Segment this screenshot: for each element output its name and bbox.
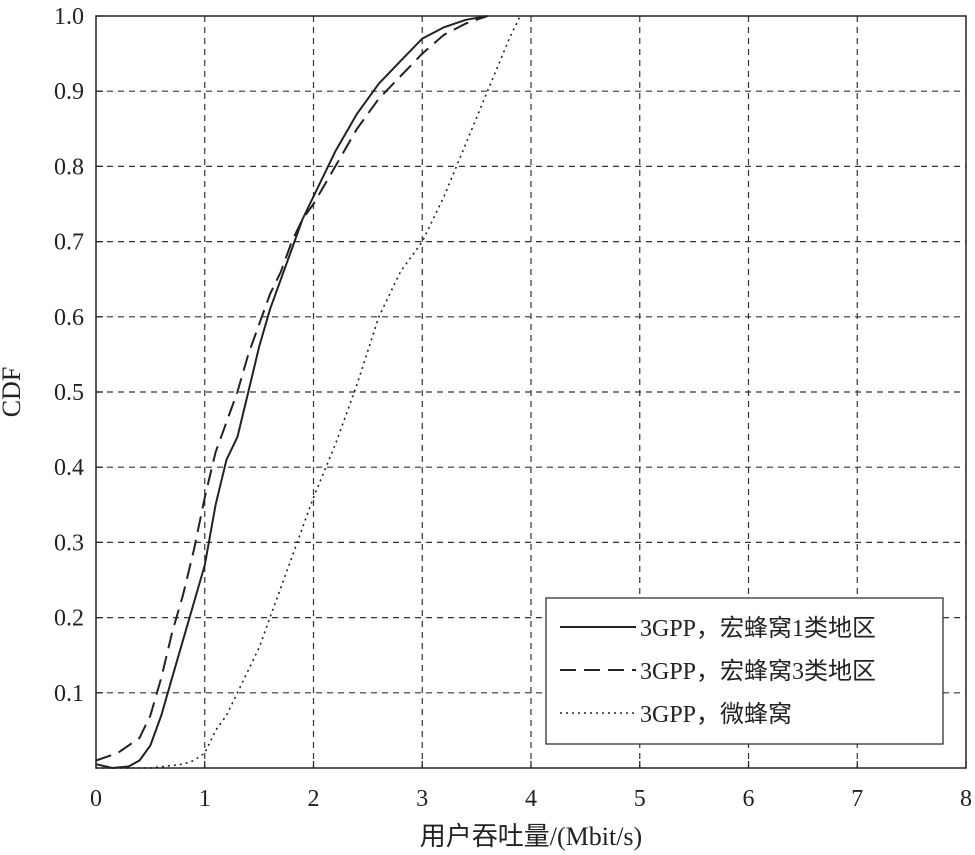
x-tick-label: 8 — [960, 786, 972, 812]
legend-label-3: 3GPP，微蜂窝 — [640, 701, 792, 728]
x-tick-label: 5 — [634, 786, 646, 812]
x-tick-label: 2 — [308, 786, 320, 812]
series-line-2 — [95, 15, 488, 762]
tick-group: 0 1 2 3 4 5 6 7 8 0.1 0.2 0.3 0.4 0.5 0.6 0.7 0.8 0.9 1.0 — [54, 4, 972, 812]
x-tick-label: 7 — [851, 786, 863, 812]
x-tick-label: 4 — [525, 786, 537, 812]
x-tick-label: 3 — [416, 786, 428, 812]
x-tick-label: 6 — [743, 786, 755, 812]
legend-label-2: 3GPP，宏蜂窝3类地区 — [640, 658, 876, 685]
x-tick-label: 1 — [199, 786, 211, 812]
y-tick-label: 0.1 — [54, 681, 84, 707]
x-tick-label: 0 — [90, 786, 102, 812]
y-tick-label: 0.2 — [54, 606, 84, 632]
y-axis-label: CDF — [0, 367, 26, 418]
y-tick-label: 1.0 — [54, 4, 84, 30]
y-tick-label: 0.7 — [54, 230, 84, 256]
y-tick-label: 0.6 — [54, 305, 84, 331]
y-tick-label: 0.4 — [54, 455, 84, 481]
y-tick-label: 0.3 — [54, 530, 84, 556]
legend-label-1: 3GPP，宏蜂窝1类地区 — [640, 615, 876, 642]
series-group — [95, 15, 521, 769]
y-tick-label: 0.5 — [54, 380, 84, 406]
y-tick-label: 0.9 — [54, 79, 84, 105]
series-line-1 — [95, 15, 488, 769]
grid-lines — [96, 16, 966, 768]
y-tick-label: 0.8 — [54, 154, 84, 180]
x-axis-label: 用户吞吐量/(Mbit/s) — [420, 822, 642, 851]
legend: 3GPP，宏蜂窝1类地区 3GPP，宏蜂窝3类地区 3GPP，微蜂窝 — [545, 597, 944, 745]
